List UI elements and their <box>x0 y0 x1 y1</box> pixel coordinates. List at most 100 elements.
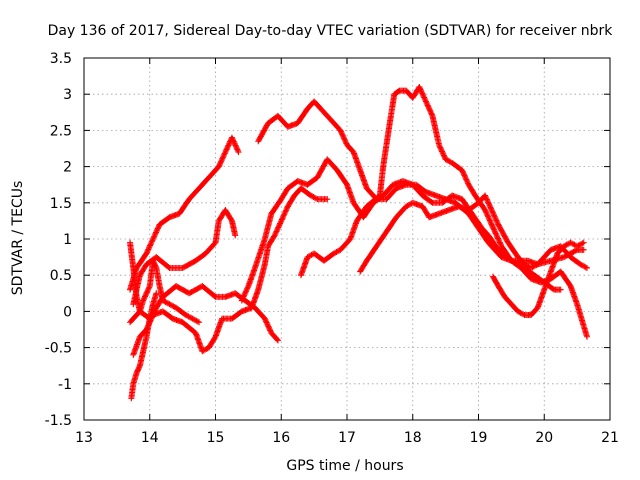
data-point <box>186 314 193 321</box>
data-point <box>189 315 196 322</box>
data-point <box>234 147 241 154</box>
data-point <box>217 159 224 166</box>
data-point <box>142 292 149 299</box>
data-point <box>162 298 169 305</box>
data-point <box>524 262 531 269</box>
data-point <box>148 239 155 246</box>
data-point <box>264 322 271 329</box>
data-point <box>220 153 227 160</box>
data-point <box>525 263 532 270</box>
data-point <box>277 220 284 227</box>
data-point <box>281 211 288 218</box>
data-point <box>272 231 279 238</box>
data-point <box>165 264 172 271</box>
x-tick-label: 19 <box>470 430 488 446</box>
data-point <box>492 230 499 237</box>
data-point <box>309 193 316 200</box>
x-tick-label: 20 <box>535 430 553 446</box>
y-tick-label: -0.5 <box>45 341 72 357</box>
data-point <box>339 131 346 138</box>
data-point <box>576 241 583 248</box>
data-point <box>418 89 425 96</box>
data-point <box>491 213 498 220</box>
data-point <box>570 241 577 248</box>
series-9 <box>489 239 587 319</box>
data-point <box>578 241 585 248</box>
data-point <box>425 103 432 110</box>
data-point <box>492 229 499 236</box>
data-point <box>151 233 158 240</box>
data-point <box>278 216 285 223</box>
data-point <box>148 238 155 245</box>
y-tick-label: 0.5 <box>50 268 72 284</box>
data-point <box>221 150 228 157</box>
data-point <box>424 102 431 109</box>
x-tick-label: 21 <box>601 430 619 446</box>
data-point <box>425 105 432 112</box>
data-point <box>489 224 496 231</box>
data-point <box>562 242 569 249</box>
data-point <box>140 296 147 303</box>
data-point <box>225 142 232 149</box>
data-point <box>242 288 249 295</box>
data-point <box>421 94 428 101</box>
data-point <box>568 240 575 247</box>
data-point <box>190 316 197 323</box>
data-point <box>518 310 525 317</box>
data-point <box>145 245 152 252</box>
y-tick-label: 2 <box>63 160 72 176</box>
data-point <box>403 203 410 210</box>
data-point <box>146 284 153 291</box>
data-point <box>486 203 493 210</box>
data-point <box>167 301 174 308</box>
data-point <box>244 285 251 292</box>
x-tick-label: 13 <box>75 430 93 446</box>
data-point <box>416 85 423 92</box>
data-point <box>488 220 495 227</box>
x-tick-label: 15 <box>207 430 225 446</box>
y-tick-label: 3.5 <box>50 51 72 67</box>
data-point <box>464 179 471 186</box>
data-point <box>483 196 490 203</box>
data-point <box>530 263 537 270</box>
data-point <box>491 212 498 219</box>
data-point <box>532 262 539 269</box>
data-point <box>233 145 240 152</box>
data-point <box>200 347 207 354</box>
data-point <box>141 294 148 301</box>
data-point <box>580 246 587 253</box>
data-point <box>334 248 341 255</box>
data-point <box>267 327 274 334</box>
data-point <box>497 240 504 247</box>
data-point <box>218 157 225 164</box>
data-point <box>283 207 290 214</box>
data-point <box>557 286 564 293</box>
data-point <box>440 151 447 158</box>
data-point <box>482 192 489 199</box>
data-point <box>275 224 282 231</box>
data-point <box>485 214 492 221</box>
data-point <box>441 153 448 160</box>
data-point <box>231 141 238 148</box>
series-8 <box>357 192 590 275</box>
data-point <box>494 234 501 241</box>
data-point <box>332 249 339 256</box>
y-tick-label: 1 <box>63 232 72 248</box>
data-point <box>564 241 571 248</box>
data-point <box>440 152 447 159</box>
data-point <box>265 324 272 331</box>
data-point <box>483 210 490 217</box>
y-tick-label: 1.5 <box>50 196 72 212</box>
data-point <box>275 223 282 230</box>
data-point <box>418 87 425 94</box>
axis-ticks: 13 14 15 16 17 18 19 20 21 -1.5 -1 -0.5 0 0.5 1 1.5 2 2.5… <box>45 51 619 446</box>
data-point <box>459 168 466 175</box>
data-point <box>528 264 535 271</box>
data-point <box>141 293 148 300</box>
y-tick-label: -1 <box>58 377 72 393</box>
data-point <box>495 236 502 243</box>
data-point <box>416 83 423 90</box>
data-point <box>563 241 570 248</box>
